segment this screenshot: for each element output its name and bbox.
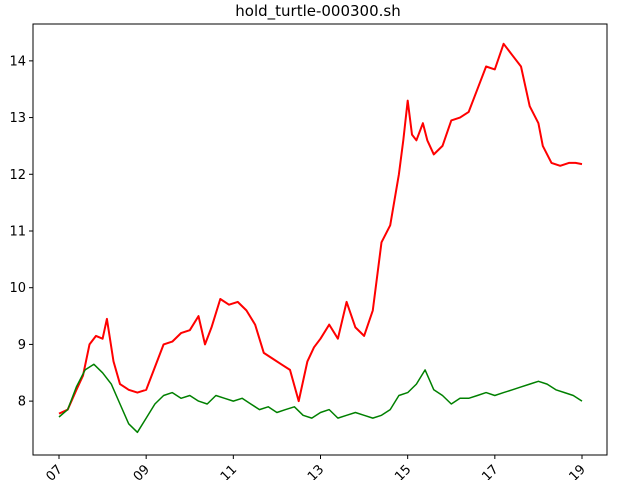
plot-area <box>58 42 583 434</box>
x-tick-label: 15 <box>392 462 414 480</box>
series-line-1 <box>58 363 583 434</box>
axes-frame <box>32 23 608 456</box>
y-tick-label: 13 <box>9 111 26 126</box>
y-tick-label: 9 <box>18 338 26 353</box>
chart-title: hold_turtle-000300.sh <box>235 2 400 21</box>
y-tick-label: 12 <box>9 168 26 183</box>
x-tick-label: 19 <box>567 462 589 480</box>
y-tick-label: 11 <box>9 224 26 239</box>
x-tick-label: 11 <box>218 462 240 480</box>
y-tick-label: 14 <box>9 54 26 69</box>
x-tick-label: 09 <box>131 462 153 480</box>
x-tick-label: 13 <box>305 462 327 480</box>
x-tick-label: 07 <box>44 462 66 480</box>
y-tick-label: 8 <box>18 395 26 410</box>
y-tick-label: 10 <box>9 281 26 296</box>
x-tick-label: 17 <box>479 462 501 480</box>
series-line-0 <box>58 42 583 415</box>
axis-ticks: 8 9 10 11 12 13 14 07 09 11 13 15 17 19 <box>9 54 588 480</box>
